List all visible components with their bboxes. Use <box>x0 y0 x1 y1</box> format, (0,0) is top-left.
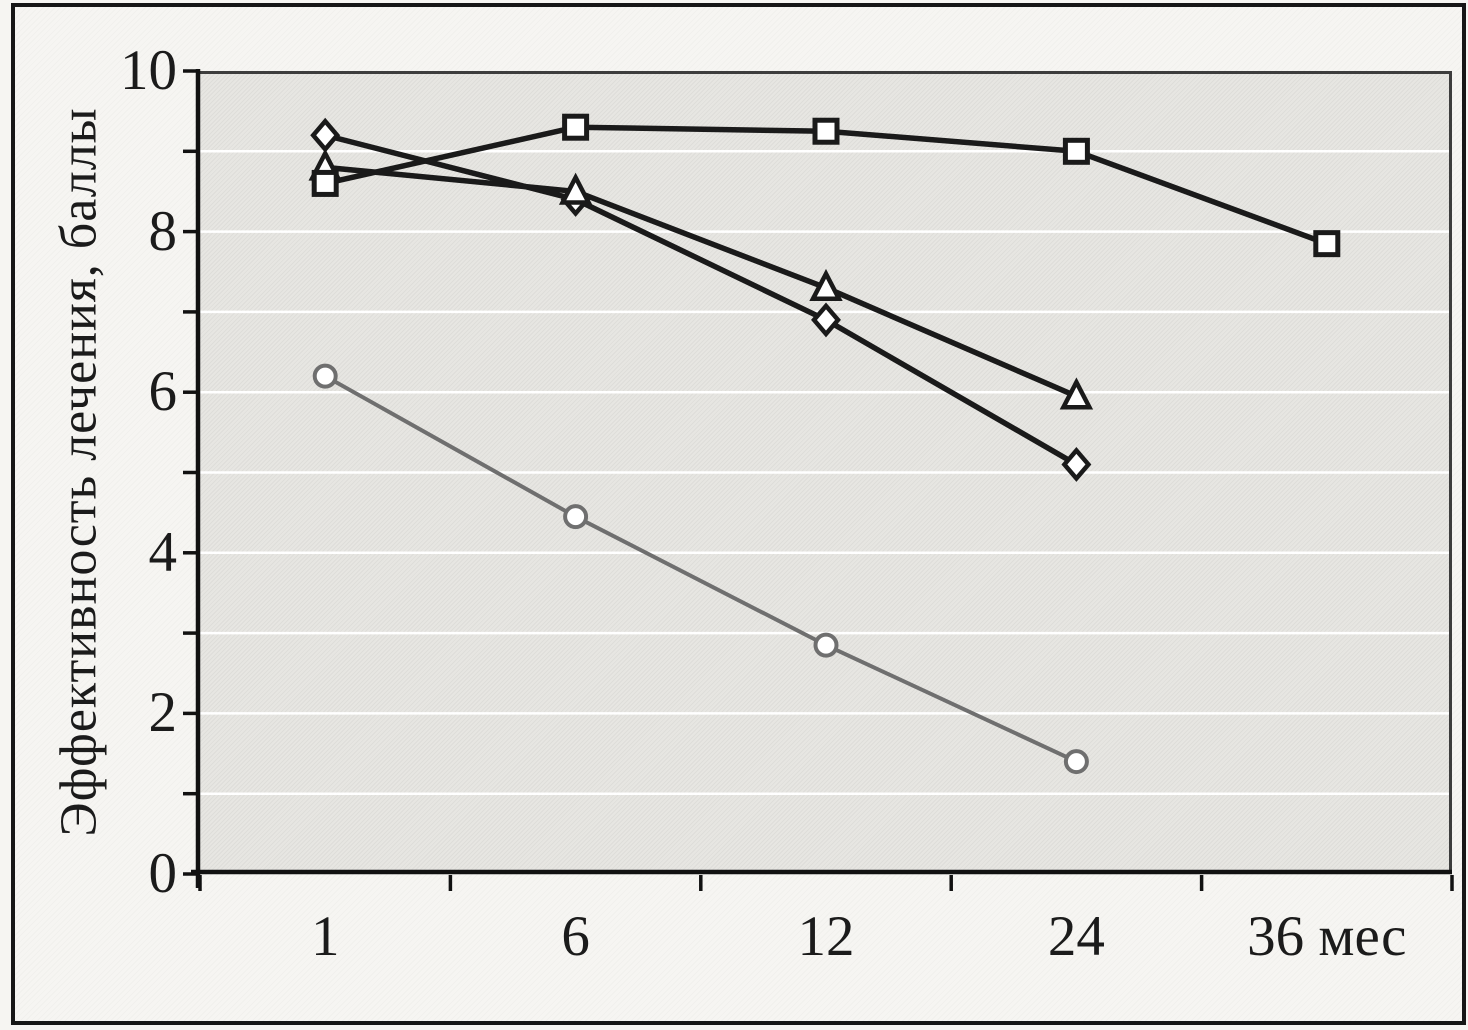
y-tick-label: 0 <box>148 842 178 905</box>
circle-marker <box>813 632 839 658</box>
square-marker <box>812 117 840 145</box>
circle-marker <box>312 363 338 389</box>
square-marker <box>1062 137 1090 165</box>
series-circle-line <box>323 374 1079 764</box>
diamond-marker <box>1061 447 1092 482</box>
square-marker <box>562 113 590 141</box>
square-marker <box>1313 230 1341 258</box>
x-tick-label: 12 <box>797 905 855 968</box>
series-triangle-line <box>322 164 1080 399</box>
y-tick-label: 2 <box>148 681 178 745</box>
diamond-marker <box>811 302 841 338</box>
square-marker <box>311 169 339 197</box>
x-tick-label: 6 <box>561 905 590 968</box>
figure-frame: 0 2 4 6 8 10 1 6 12 24 36 мес Эффективность лечен… <box>11 3 1466 1025</box>
y-tick-label: 10 <box>120 39 177 102</box>
y-tick-label: 4 <box>148 520 178 584</box>
diamond-marker <box>310 117 341 153</box>
plot-canvas <box>183 69 1454 891</box>
x-tick-label: 1 <box>310 905 340 968</box>
triangle-marker <box>1059 377 1094 410</box>
circle-marker <box>563 504 589 530</box>
y-tick-label: 6 <box>148 360 178 424</box>
x-tick-label: 24 <box>1047 905 1105 968</box>
x-tick-label: 36 мес <box>1247 905 1407 968</box>
plot-area <box>183 69 1454 891</box>
series-diamond-line <box>322 132 1080 468</box>
triangle-marker <box>558 172 593 205</box>
y-tick-label: 8 <box>148 199 178 263</box>
triangle-marker <box>809 268 843 302</box>
y-axis-title: Эффективность лечения, баллы <box>50 107 108 837</box>
circle-marker <box>1063 749 1089 775</box>
